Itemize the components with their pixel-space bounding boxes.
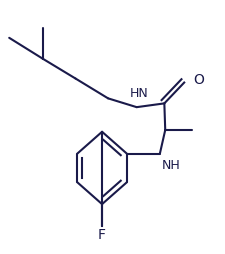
Text: F: F [98, 228, 106, 242]
Text: NH: NH [161, 159, 180, 172]
Text: HN: HN [129, 87, 148, 100]
Text: O: O [192, 73, 203, 87]
